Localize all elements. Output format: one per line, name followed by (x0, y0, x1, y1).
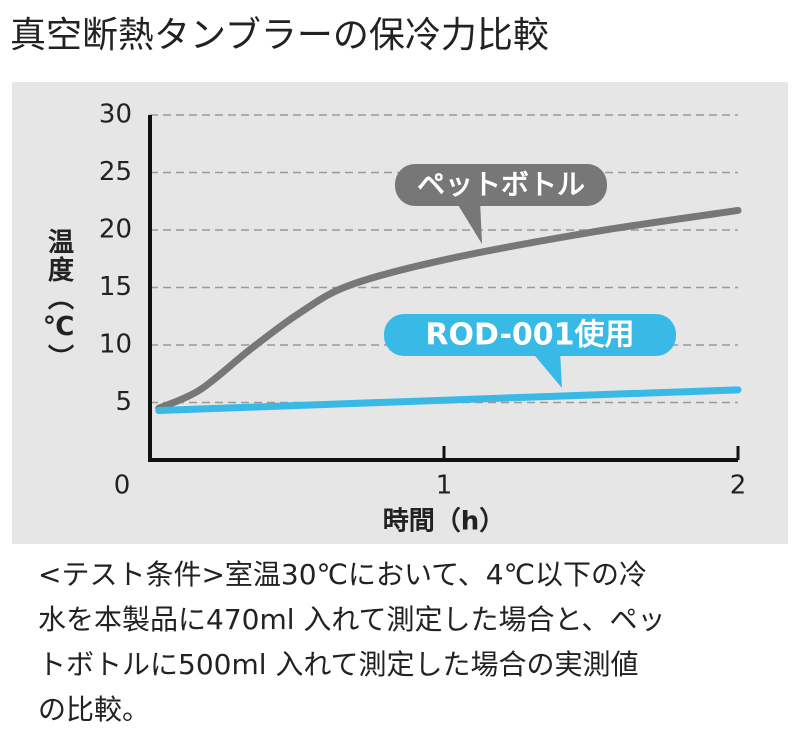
x-axis-label: 時間（h） (383, 507, 506, 537)
chart-title: 真空断熱タンブラーの保冷力比較 (10, 15, 549, 56)
legend-pointer (530, 350, 562, 388)
y-tick-label: 10 (99, 330, 132, 360)
caption-line: 水を本製品に470ml 入れて測定した場合と、ペッ (38, 603, 666, 636)
y-tick-label: 5 (115, 387, 132, 417)
caption-line: <テスト条件>室温30℃において、4℃以下の冷 (38, 558, 648, 591)
caption-line: の比較。 (38, 693, 151, 726)
y-tick-label: 30 (99, 100, 132, 130)
y-tick-label: 15 (99, 272, 132, 302)
legend-pointer (455, 200, 482, 244)
data-line (155, 206, 742, 412)
y-tick-label: 20 (99, 215, 132, 245)
legend-label: ROD-001使用 (425, 318, 634, 353)
legend-label: ペットボトル (417, 168, 585, 201)
y-tick-label: 25 (99, 157, 132, 187)
caption: <テスト条件>室温30℃において、4℃以下の冷 水を本製品に470ml 入れて測定… (38, 552, 665, 732)
x-tick-label: 0 (114, 471, 131, 501)
legend-box (384, 314, 676, 356)
legend-box (395, 164, 607, 206)
chart-panel (12, 82, 788, 544)
chart: 温度（℃） 時間（h） 5 10 15 20 25 30 0 1 2 ペットボトル ROD-001使… (44, 100, 747, 537)
x-tick-label: 1 (436, 471, 453, 501)
caption-line: トボトルに500ml 入れて測定した場合の実測値 (38, 648, 639, 681)
x-tick-label: 2 (730, 471, 747, 501)
y-axis-label: 温度（℃） (44, 228, 74, 372)
data-line (155, 386, 742, 415)
